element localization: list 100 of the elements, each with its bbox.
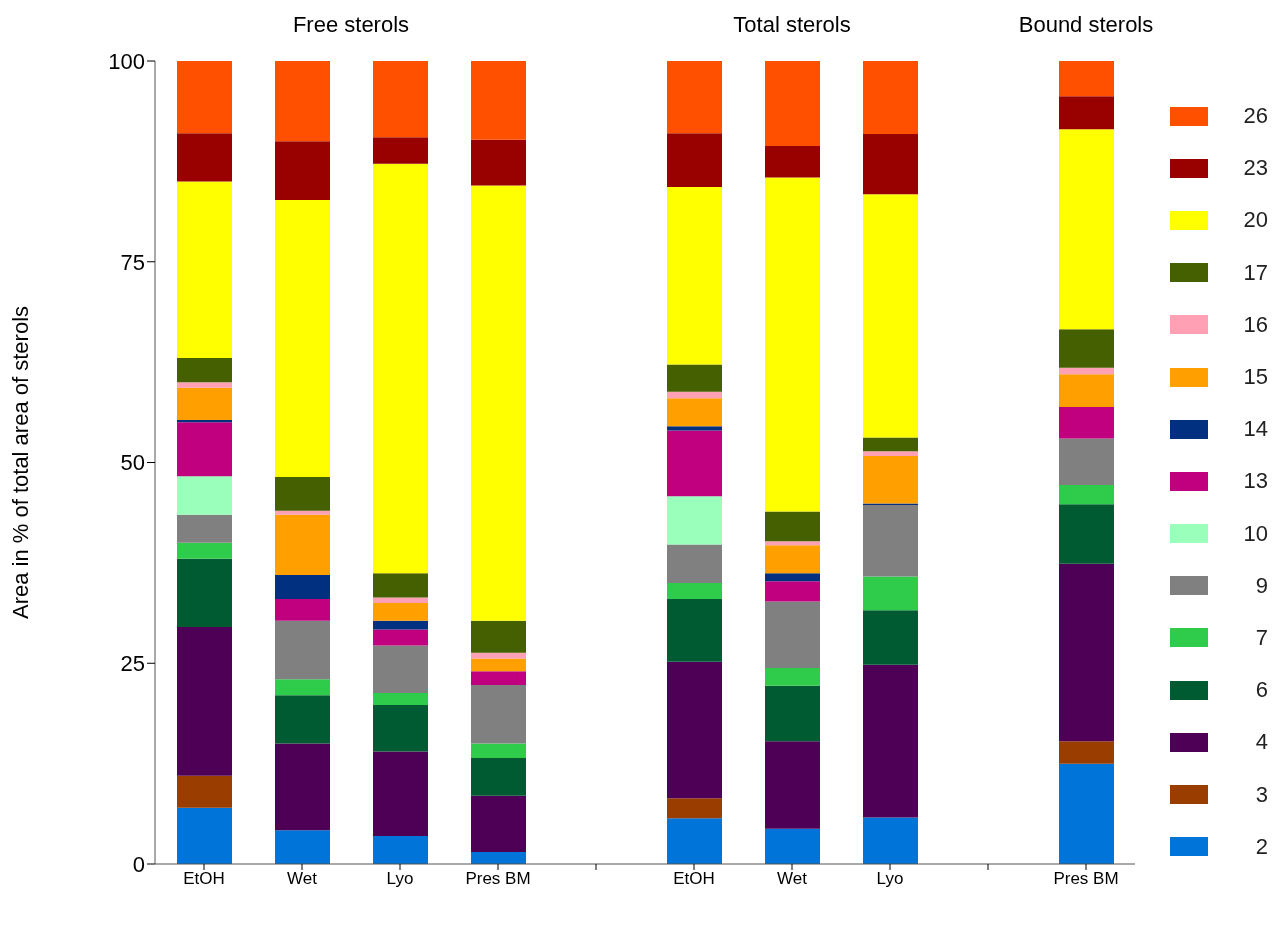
bar xyxy=(667,391,722,399)
legend-label: 2 xyxy=(1254,833,1268,860)
legend-label: 10 xyxy=(1242,520,1268,547)
bar xyxy=(177,542,232,559)
bar xyxy=(667,133,722,188)
bar xyxy=(863,664,918,818)
bar xyxy=(177,133,232,182)
bar xyxy=(373,835,428,864)
bar xyxy=(863,456,918,504)
legend-label: 14 xyxy=(1242,416,1268,443)
bar xyxy=(765,601,820,669)
bar xyxy=(765,177,820,512)
bar xyxy=(177,514,232,543)
bar xyxy=(177,775,232,808)
y-tick-label: 0 xyxy=(132,851,145,877)
legend-label: 3 xyxy=(1254,781,1268,808)
bar xyxy=(471,743,526,758)
x-tick-label: Wet xyxy=(777,869,808,889)
bar xyxy=(471,795,526,852)
bar xyxy=(275,830,330,864)
bar xyxy=(177,181,232,359)
bar xyxy=(471,851,526,864)
legend-label: 4 xyxy=(1254,729,1268,756)
bar xyxy=(765,511,820,542)
legend-label: 26 xyxy=(1242,103,1268,130)
bar xyxy=(667,398,722,427)
bar xyxy=(471,185,526,621)
bar xyxy=(373,751,428,836)
bar xyxy=(373,620,428,630)
x-tick-label: EtOH xyxy=(183,869,225,889)
bar xyxy=(667,818,722,864)
bar xyxy=(863,194,918,438)
bar xyxy=(667,582,722,600)
bar xyxy=(765,741,820,829)
bar xyxy=(275,743,330,831)
bar xyxy=(471,658,526,672)
bar xyxy=(765,685,820,742)
legend-label: 6 xyxy=(1254,677,1268,704)
bar xyxy=(1059,61,1114,97)
bar xyxy=(765,541,820,546)
legend-label: 20 xyxy=(1242,207,1268,234)
bar xyxy=(471,620,526,653)
bar xyxy=(177,627,232,776)
x-tick-label: Wet xyxy=(287,869,318,889)
bar xyxy=(275,679,330,696)
bar xyxy=(863,817,918,864)
x-tick-label: EtOH xyxy=(673,869,715,889)
bar xyxy=(765,545,820,574)
bar xyxy=(471,671,526,685)
bar xyxy=(275,510,330,515)
y-tick-label: 25 xyxy=(120,651,145,677)
bar xyxy=(765,581,820,602)
bar xyxy=(275,514,330,575)
bar xyxy=(667,364,722,392)
bar xyxy=(667,187,722,365)
x-tick-label: Lyo xyxy=(386,869,414,889)
bar xyxy=(667,544,722,583)
bar xyxy=(177,61,232,134)
bar xyxy=(1059,367,1114,375)
bar xyxy=(765,61,820,147)
bar xyxy=(863,505,918,577)
legend-label: 16 xyxy=(1242,311,1268,338)
bar xyxy=(275,199,330,477)
bar xyxy=(765,828,820,864)
y-tick-label: 50 xyxy=(120,450,145,476)
legend-label: 17 xyxy=(1242,259,1268,286)
legend-label: 13 xyxy=(1242,468,1268,495)
bar xyxy=(863,61,918,135)
bar xyxy=(1059,563,1114,742)
bar xyxy=(373,705,428,752)
bar xyxy=(667,798,722,819)
bar xyxy=(373,163,428,574)
bar xyxy=(373,692,428,706)
bar xyxy=(275,620,330,680)
legend-label: 7 xyxy=(1254,624,1268,651)
bar xyxy=(177,358,232,383)
x-tick-label: Lyo xyxy=(876,869,904,889)
bar xyxy=(373,629,428,646)
bar xyxy=(177,382,232,388)
bar xyxy=(765,146,820,178)
y-axis-title: Area in % of total area of sterols xyxy=(7,305,33,620)
bar xyxy=(373,137,428,164)
bar xyxy=(373,597,428,604)
bar xyxy=(1059,741,1114,764)
bar xyxy=(667,661,722,799)
bar xyxy=(275,141,330,200)
text: Bound sterols xyxy=(1017,12,1155,38)
bar xyxy=(667,61,722,134)
bar xyxy=(667,496,722,545)
bar xyxy=(1059,329,1114,368)
bar xyxy=(1059,96,1114,130)
bar xyxy=(1059,504,1114,564)
x-tick-label: Pres BM xyxy=(465,869,531,889)
bar xyxy=(177,422,232,477)
bar xyxy=(275,476,330,511)
bar xyxy=(1059,438,1114,485)
bar xyxy=(863,134,918,195)
bar xyxy=(177,476,232,515)
bar xyxy=(275,695,330,744)
bar xyxy=(1059,129,1114,330)
